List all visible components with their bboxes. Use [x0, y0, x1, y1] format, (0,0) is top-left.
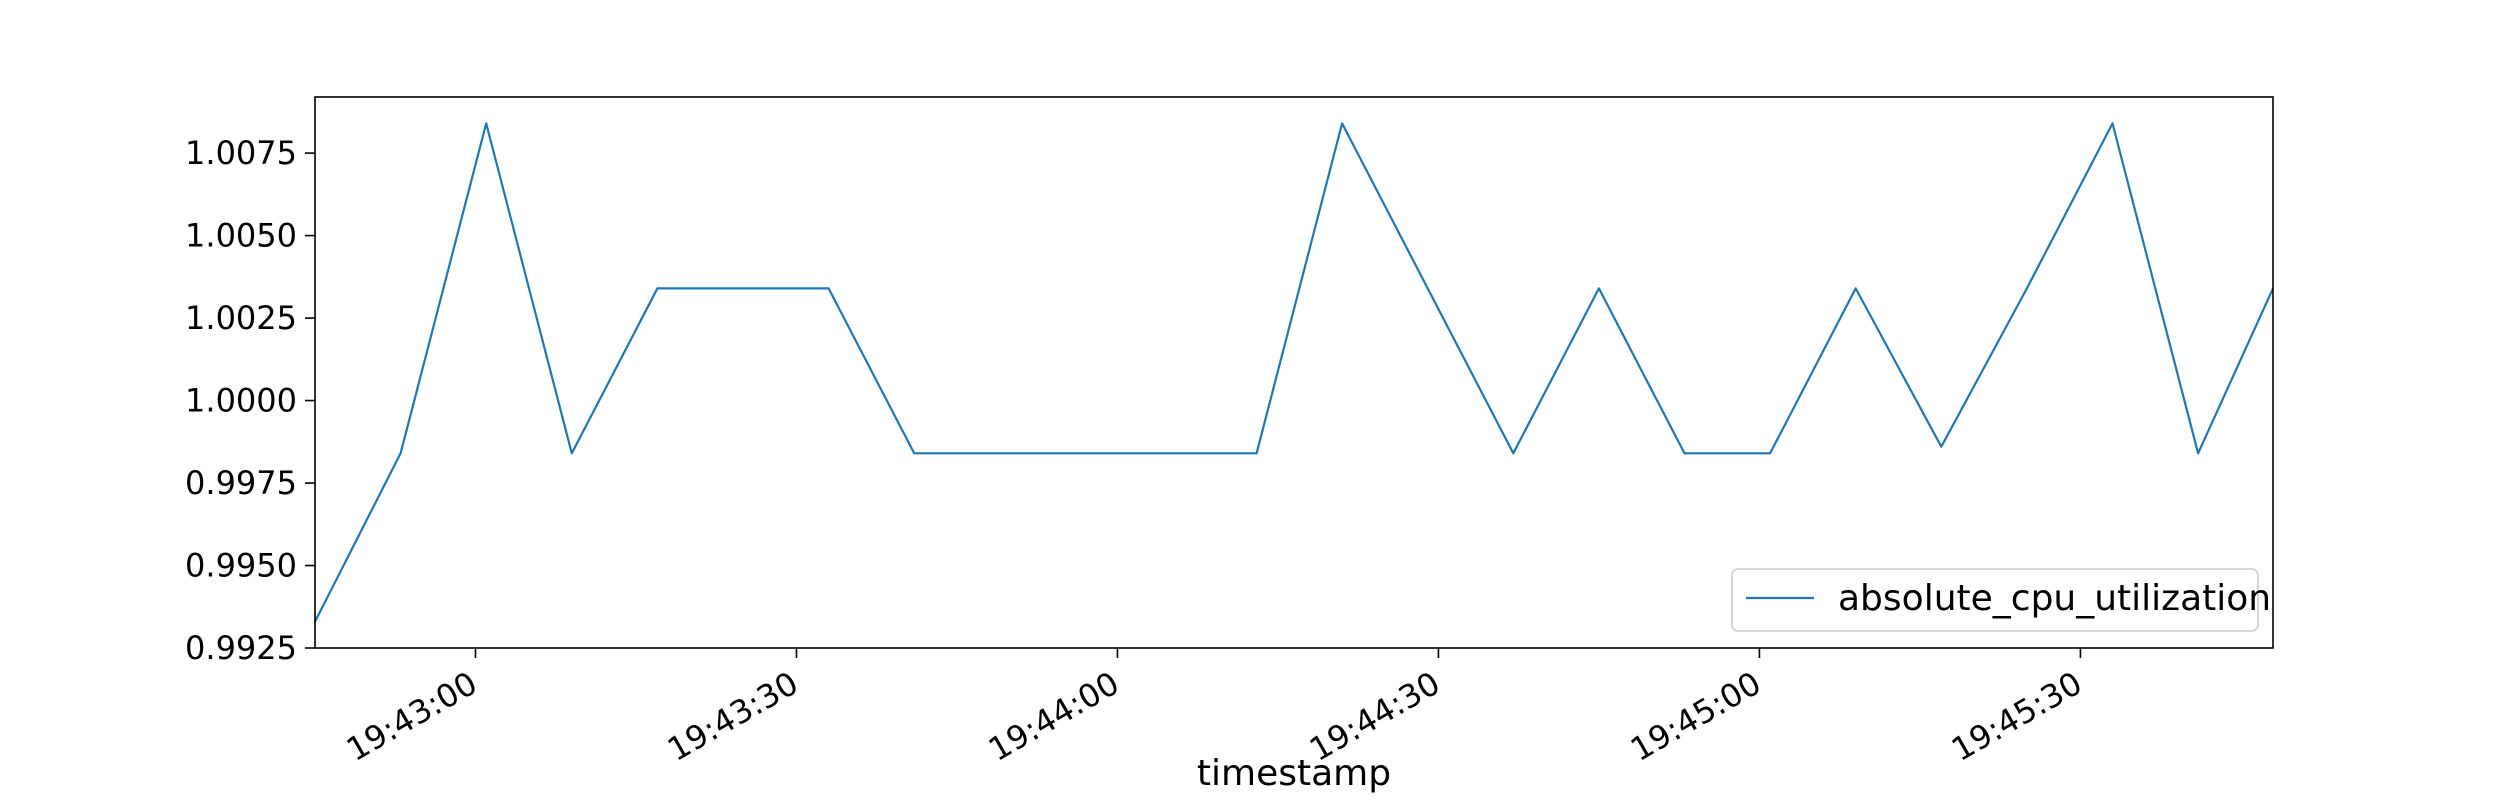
- x-tick-label: 19:45:00: [1624, 664, 1767, 769]
- plot-area: [315, 97, 2273, 648]
- x-tick-label: 19:43:30: [661, 664, 804, 769]
- series-line-absolute_cpu_utilization: [314, 122, 2275, 623]
- x-tick-label: 19:45:30: [1945, 664, 2088, 769]
- y-tick-label: 1.0000: [185, 382, 297, 420]
- y-tick-label: 1.0050: [185, 217, 297, 255]
- legend: absolute_cpu_utilization: [1731, 568, 2271, 632]
- x-tick-label: 19:43:00: [340, 664, 483, 769]
- legend-box: [1731, 568, 2259, 632]
- legend-entry-label: absolute_cpu_utilization: [1838, 578, 2271, 619]
- y-tick-label: 0.9975: [185, 464, 297, 502]
- series-layer: [314, 122, 2275, 623]
- x-axis-ticks: 19:43:00 19:43:30 19:44:00 19:44:30 19:45:00…: [340, 648, 2088, 769]
- y-tick-label: 0.9925: [185, 629, 297, 667]
- x-axis-label: timestamp: [1197, 753, 1391, 794]
- y-axis-ticks: 0.9925 0.9950 0.9975 1.0000 1.0025 1.0050 1.00…: [185, 134, 315, 667]
- x-tick-label: 19:44:00: [982, 664, 1125, 769]
- y-tick-label: 1.0075: [185, 134, 297, 172]
- plot-frame: [314, 96, 2274, 649]
- y-tick-label: 1.0025: [185, 299, 297, 337]
- y-tick-label: 0.9950: [185, 547, 297, 585]
